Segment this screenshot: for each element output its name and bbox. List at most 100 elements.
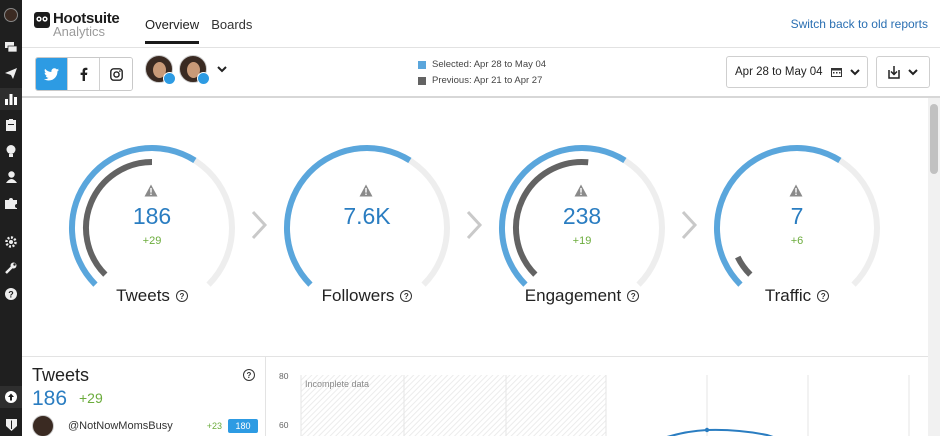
series-line xyxy=(666,428,774,436)
help-icon[interactable]: ? xyxy=(817,290,830,302)
svg-text:?: ? xyxy=(8,290,14,300)
y-tick-label: 60 xyxy=(279,420,289,430)
analytics-icon[interactable] xyxy=(0,88,22,110)
publisher-icon[interactable] xyxy=(0,62,22,84)
streams-icon[interactable] xyxy=(0,36,22,58)
help-icon[interactable]: ? xyxy=(175,290,188,302)
gauge-arcs xyxy=(714,144,880,287)
previous-swatch xyxy=(418,77,426,85)
metric-delta: +19 xyxy=(572,235,592,247)
logo-subtitle: Analytics xyxy=(53,24,106,39)
metric-label-text: Followers xyxy=(321,286,395,305)
tab-boards[interactable]: Boards xyxy=(211,17,253,32)
profile-dropdown-button[interactable] xyxy=(213,60,231,78)
user-avatar[interactable] xyxy=(0,4,22,26)
gauge-arcs xyxy=(69,144,235,287)
chevron-down-icon xyxy=(217,65,227,72)
metric-label: Tweets? xyxy=(64,286,240,306)
warning-icon[interactable] xyxy=(359,184,375,198)
hootsuite-logo[interactable]: Hootsuite Analytics xyxy=(34,10,134,39)
metric-label-text: Traffic xyxy=(764,286,812,305)
y-tick-label: 80 xyxy=(279,371,289,381)
warning-icon[interactable] xyxy=(144,184,160,198)
help-icon[interactable]: ? xyxy=(627,290,640,302)
chevron-right-icon xyxy=(680,210,698,240)
metric-value: 186 xyxy=(132,203,172,229)
data-point[interactable] xyxy=(704,427,710,433)
previous-arc xyxy=(83,159,153,277)
profile-avatar-2[interactable] xyxy=(179,55,210,85)
incomplete-data-label: Incomplete data xyxy=(305,379,370,389)
switch-old-reports-link[interactable]: Switch back to old reports xyxy=(790,17,928,31)
tools-icon[interactable] xyxy=(0,257,22,279)
selected-arc xyxy=(499,144,627,287)
metric-value: 238 xyxy=(562,203,602,229)
warning-icon[interactable] xyxy=(789,184,805,198)
facebook-button[interactable] xyxy=(68,58,100,90)
metric-label-text: Engagement xyxy=(524,286,622,305)
profile-selector xyxy=(145,55,231,85)
metric-delta: +6 xyxy=(790,235,804,247)
instagram-icon xyxy=(109,67,123,81)
tweets-summary: Tweets ? 186 +29 @NotNowMomsBusy +23 180 xyxy=(22,357,266,436)
selected-arc xyxy=(69,144,197,287)
gauge-arcs xyxy=(499,144,665,287)
apps-icon[interactable] xyxy=(0,192,22,214)
previous-arc xyxy=(735,255,753,277)
warning-icon[interactable] xyxy=(574,184,590,198)
top-header: Hootsuite Analytics Overview Boards Swit… xyxy=(22,0,940,48)
twitter-button[interactable] xyxy=(36,58,68,90)
selected-arc xyxy=(284,144,412,287)
avatar xyxy=(32,415,54,436)
profile-delta: +23 xyxy=(206,421,222,431)
export-button[interactable] xyxy=(876,56,930,88)
help-icon[interactable]: ? xyxy=(0,283,22,305)
selected-arc xyxy=(714,144,842,287)
metric-label: Traffic? xyxy=(709,286,885,306)
previous-arc xyxy=(513,159,589,277)
panel-total: 186 xyxy=(32,387,68,410)
tweets-detail-panel: Tweets ? 186 +29 @NotNowMomsBusy +23 180 xyxy=(22,356,928,436)
assignments-icon[interactable] xyxy=(0,114,22,136)
twitter-badge-icon xyxy=(163,72,176,85)
upload-icon[interactable] xyxy=(0,386,22,408)
chevron-right-icon xyxy=(465,210,483,240)
instagram-button[interactable] xyxy=(100,58,132,90)
shield-icon[interactable] xyxy=(0,414,22,436)
download-icon xyxy=(888,65,900,79)
gauge-engagement[interactable]: 238 +19 Engagement? xyxy=(494,140,670,305)
left-rail: ? xyxy=(0,0,22,436)
gauge-traffic[interactable]: 7 +6 Traffic? xyxy=(709,140,885,305)
scrollbar-thumb[interactable] xyxy=(930,104,938,174)
metrics-overview: 186 +29 Tweets? 7.6K Followers? 238 +19 Engag… xyxy=(22,98,928,356)
logo-name: Hootsuite xyxy=(53,10,120,27)
metric-label: Engagement? xyxy=(494,286,670,306)
chart-canvas xyxy=(300,375,910,436)
help-icon[interactable]: ? xyxy=(243,369,255,381)
tab-overview[interactable]: Overview xyxy=(145,17,200,44)
insights-icon[interactable] xyxy=(0,140,22,162)
gauge-tweets[interactable]: 186 +29 Tweets? xyxy=(64,140,240,305)
date-range-picker[interactable]: Apr 28 to May 04 xyxy=(726,56,868,88)
metric-delta: +29 xyxy=(142,235,162,247)
page-scrollbar[interactable] xyxy=(928,98,940,436)
list-item[interactable]: @NotNowMomsBusy +23 180 xyxy=(32,415,258,436)
facebook-icon xyxy=(80,67,87,81)
owl-icon xyxy=(34,12,50,28)
metric-label: Followers? xyxy=(279,286,455,306)
chevron-down-icon xyxy=(849,68,860,75)
main-nav: Overview Boards xyxy=(145,17,252,44)
panel-title: Tweets xyxy=(32,365,90,385)
selected-swatch xyxy=(418,61,426,69)
legend-selected: Selected: Apr 28 to May 04 xyxy=(432,59,547,70)
network-selector xyxy=(35,57,133,91)
contacts-icon[interactable] xyxy=(0,166,22,188)
settings-icon[interactable] xyxy=(0,231,22,253)
profile-avatar-1[interactable] xyxy=(145,55,176,85)
tweets-chart: Incomplete data 80 60 xyxy=(267,357,928,436)
twitter-badge-icon xyxy=(197,72,210,85)
calendar-icon xyxy=(830,68,842,77)
gauge-followers[interactable]: 7.6K Followers? xyxy=(279,140,455,305)
help-icon[interactable]: ? xyxy=(400,290,413,302)
